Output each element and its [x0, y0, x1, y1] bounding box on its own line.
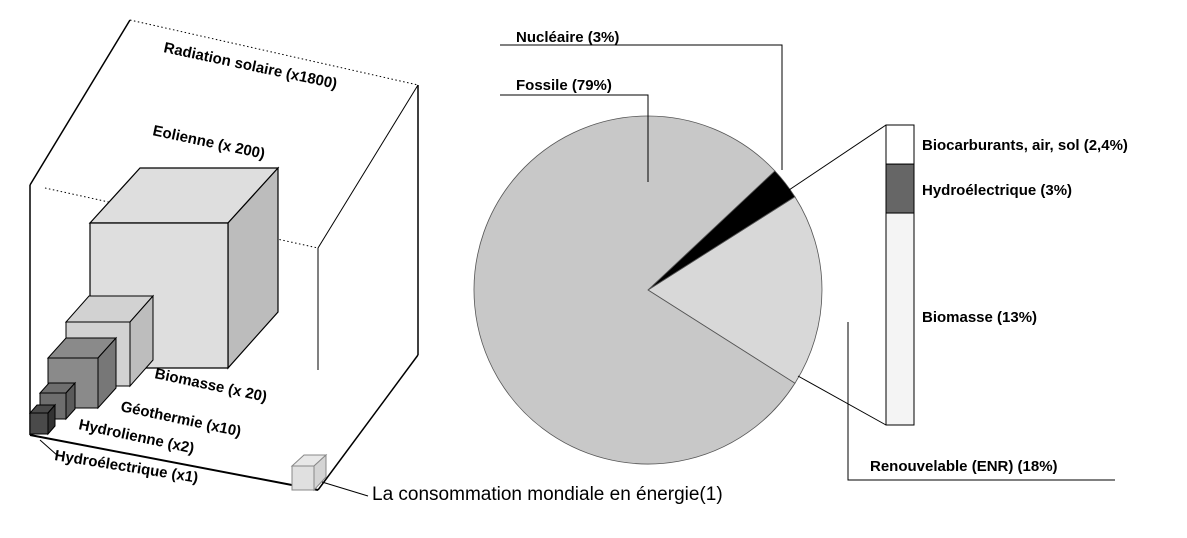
biomasse-label: Biomasse (x 20) [153, 365, 268, 405]
hydroelectrique-bar-label: Hydroélectrique (3%) [922, 182, 1072, 199]
pie-slice-renouvelable [647, 196, 823, 384]
fossile-label: Fossile (79%) [516, 77, 612, 94]
consumption-cube-front [291, 465, 315, 491]
consumption-cube [290, 453, 328, 492]
consumption-leader-line [321, 481, 369, 497]
cube-edge-top-back [129, 19, 419, 86]
bar-segment-biocarburants [885, 124, 915, 165]
eolienne-cube [88, 166, 280, 370]
renouvelable-label: Renouvelable (ENR) (18%) [870, 458, 1058, 475]
nucleaire-label: Nucléaire (3%) [516, 29, 619, 46]
hydroelectrique-cube [28, 403, 57, 436]
hydroelectrique-cube-front [29, 412, 49, 435]
solar-radiation-cube [29, 19, 419, 491]
eolienne-label: Eolienne (x 200) [151, 122, 266, 162]
biocarburants-label: Biocarburants, air, sol (2,4%) [922, 137, 1128, 154]
cube-edge-top-left [29, 19, 131, 186]
renouvelable-leader-line [847, 322, 1115, 481]
fossile-leader-line [500, 94, 649, 182]
enr-breakdown-bar [885, 124, 915, 426]
biomasse-bar-label: Biomasse (13%) [922, 309, 1037, 326]
nucleaire-leader-line [500, 44, 783, 170]
cube-edge-bottom-front [29, 434, 319, 491]
consumption-label: La consommation mondiale en énergie(1) [372, 484, 723, 505]
zoom-line-top [788, 124, 887, 191]
pie-slice-fossile [473, 115, 796, 465]
zoom-line-bottom [797, 375, 887, 426]
cube-edge-bottom-right [317, 354, 419, 491]
energy-pie-chart [473, 115, 823, 465]
solar-radiation-label: Radiation solaire (x1800) [162, 39, 338, 92]
bar-segment-biomasse [885, 212, 915, 426]
cube-edge-top-right [317, 84, 419, 249]
bar-segment-hydroelectrique [885, 163, 915, 214]
hydroelectrique-leader-line [39, 439, 59, 457]
